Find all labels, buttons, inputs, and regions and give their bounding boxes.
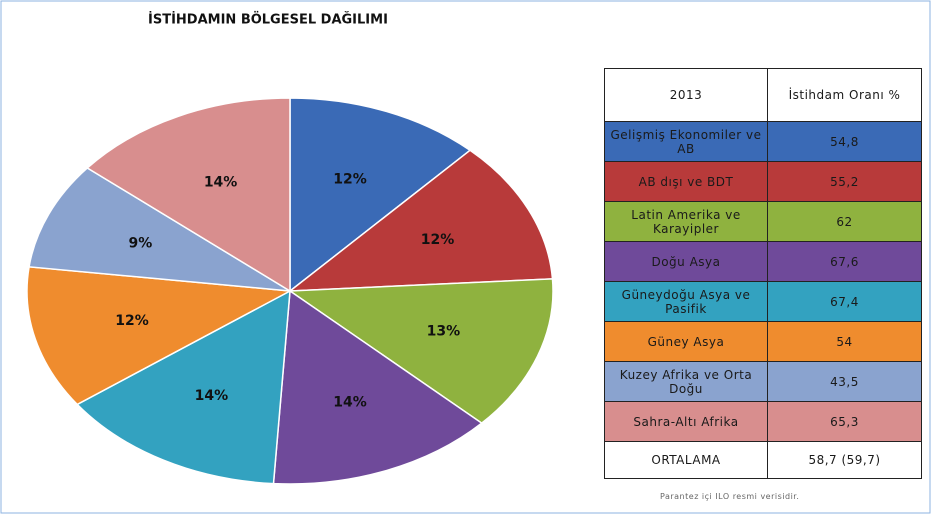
data-table: 2013 İstihdam Oranı % Gelişmiş Ekonomiler … [604, 68, 922, 479]
slice-label: 12% [421, 232, 455, 248]
pie-slice [287, 149, 554, 292]
table-row: Kuzey Afrika ve Orta Doğu 43,5 [604, 361, 922, 402]
footer-row: ORTALAMA 58,7 (59,7) [604, 441, 922, 479]
note: Parantez içi ILO resmi verisidir. [660, 492, 800, 501]
pie-slice [28, 167, 291, 292]
pie-slice [289, 97, 472, 293]
table-row: Güneydoğu Asya ve Pasifik 67,4 [604, 281, 922, 322]
slice-label: 12% [115, 313, 149, 329]
table-cell: 58,7 (59,7) [767, 441, 922, 479]
slice-label: 14% [333, 394, 367, 410]
table-cell: 2013 [604, 68, 768, 122]
table-cell: Güney Asya [604, 321, 768, 362]
table-cell: 54,8 [767, 121, 922, 162]
table-cell: Güneydoğu Asya ve Pasifik [604, 281, 768, 322]
table-cell: 65,3 [767, 401, 922, 442]
table-cell: İstihdam Oranı % [767, 68, 922, 122]
pie-slice [75, 289, 291, 485]
chart-title: İSTİHDAMIN BÖLGESEL DAĞILIMI [148, 12, 388, 28]
table-cell: 67,4 [767, 281, 922, 322]
table-cell: 54 [767, 321, 922, 362]
table-row: Latin Amerika ve Karayipler 62 [604, 201, 922, 242]
table-cell: 62 [767, 201, 922, 242]
slice-label: 9% [128, 235, 152, 251]
table-cell: Sahra-Altı Afrika [604, 401, 768, 442]
table-cell: 43,5 [767, 361, 922, 402]
table-cell: Gelişmiş Ekonomiler ve AB [604, 121, 768, 162]
header-row: 2013 İstihdam Oranı % [604, 68, 922, 122]
slice-label: 14% [195, 388, 229, 404]
table-row: Güney Asya 54 [604, 321, 922, 362]
table-cell: 67,6 [767, 241, 922, 282]
slice-label: 13% [427, 324, 461, 340]
table-cell: AB dışı ve BDT [604, 161, 768, 202]
table-cell: Kuzey Afrika ve Orta Doğu [604, 361, 768, 402]
table-cell: 55,2 [767, 161, 922, 202]
pie-slice [287, 278, 554, 425]
table-row: Sahra-Altı Afrika 65,3 [604, 401, 922, 442]
table-row: AB dışı ve BDT 55,2 [604, 161, 922, 202]
pie-slice [26, 266, 293, 406]
slice-label: 12% [333, 172, 367, 188]
table-row: Gelişmiş Ekonomiler ve AB 54,8 [604, 121, 922, 162]
table-cell: ORTALAMA [604, 441, 768, 479]
table-cell: Doğu Asya [604, 241, 768, 282]
slice-label: 14% [204, 175, 238, 191]
pie-slice [272, 289, 483, 485]
table-cell: Latin Amerika ve Karayipler [604, 201, 768, 242]
pie-slice [86, 97, 291, 293]
table-row: Doğu Asya 67,6 [604, 241, 922, 282]
